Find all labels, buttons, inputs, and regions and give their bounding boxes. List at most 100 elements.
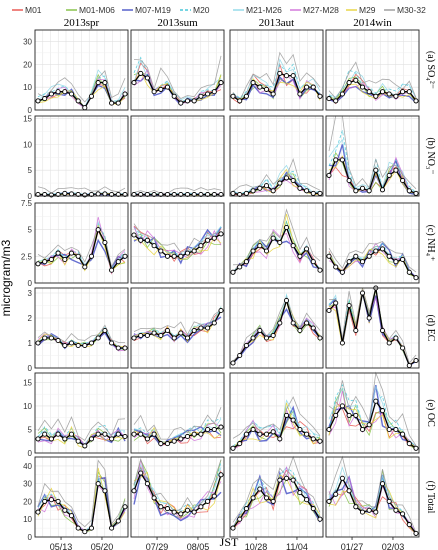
obs-point-r3-c3-13 [413,357,419,364]
sim-line-M29-r0-c3 [328,83,417,102]
obs-point-r5-c2-10 [297,490,303,496]
obs-point-r2-c0-6 [75,253,81,259]
obs-point-r5-c1-6 [171,509,177,515]
y-tick-r3: 2 [28,314,33,323]
obs-point-r3-c1-5 [164,327,171,334]
obs-point-r4-c1-5 [164,441,171,447]
obs-point-r1-c0-13 [122,191,128,198]
obs-point-r4-c0-10 [102,431,108,437]
obs-point-r0-c3-8 [379,89,386,95]
obs-point-r3-c0-5 [68,340,75,346]
y-tick-r3: 3 [28,289,33,298]
obs-point-r3-c1-1 [138,332,144,339]
obs-point-r3-c3-4 [353,327,359,334]
obs-point-r4-c0-13 [122,433,128,440]
obs-point-r2-c2-13 [317,267,323,273]
obs-point-r1-c1-6 [171,191,177,198]
y-tick-r3: 0 [28,364,33,373]
sim-line-M30-32-r4-c2 [232,396,321,439]
obs-point-r1-c3-1 [333,157,339,163]
obs-point-r0-c3-1 [333,98,339,104]
obs-point-r0-c0-5 [68,91,75,97]
x-tick-c2-1: 11/04 [286,542,308,550]
obs-point-r1-c2-2 [243,190,249,196]
obs-point-r4-c3-12 [406,441,412,447]
obs-point-r5-c1-11 [205,498,211,504]
obs-point-r1-c2-7 [277,180,283,186]
obs-point-r0-c3-10 [393,93,399,99]
obs-point-r1-c3-11 [400,177,406,184]
panel-r4-c0: 0 5 10 15 [23,372,129,458]
y-tick-r1: 0 [28,192,33,201]
obs-point-r0-c3-4 [353,77,359,83]
obs-point-r3-c3-0 [326,307,332,314]
obs-point-r2-c0-13 [122,253,128,259]
obs-point-r5-c3-10 [393,507,399,513]
obs-point-r0-c3-7 [373,93,379,99]
obs-point-r0-c1-11 [205,91,211,97]
obs-point-r4-c0-11 [109,436,115,442]
season-title-1: 2013sum [157,17,198,29]
obs-point-r1-c3-9 [386,172,392,178]
sim-line-M30-32-r4-c0 [37,416,126,441]
y-tick-r1: 5 [28,166,33,175]
obs-point-r5-c3-6 [366,507,372,513]
legend: M01 M01-M06 M07-M19 M20 M21-M26 M27-M28 M29 M30… [12,5,426,15]
obs-point-r1-c3-12 [406,188,412,194]
obs-point-r0-c1-0 [131,80,137,86]
obs-point-r2-c2-0 [230,269,236,275]
obs-point-r5-c1-12 [211,493,217,499]
obs-point-r1-c2-3 [250,188,256,194]
obs-point-r0-c2-1 [237,98,243,104]
obs-point-r5-c3-0 [326,498,332,504]
obs-point-r4-c0-0 [35,436,41,442]
y-tick-r3: 1 [28,339,33,348]
season-titles: 2013spr 2013sum 2013aut 2014win [64,17,392,29]
x-tick-c1-0: 07/29 [146,542,169,550]
obs-point-r2-c1-10 [198,243,204,249]
sim-line-M30-32-r5-c3 [328,455,417,533]
obs-point-r2-c3-3 [346,259,352,265]
obs-point-r3-c1-9 [191,327,197,334]
sim-line-M30-32-r2-c2 [232,208,321,266]
obs-point-r2-c3-0 [326,253,332,259]
obs-point-r3-c3-12 [406,362,412,369]
obs-point-r3-c2-9 [290,320,296,326]
sim-line-M07-M19-r4-c1 [133,425,222,447]
obs-point-r3-c3-8 [379,327,386,334]
obs-point-r1-c3-10 [393,167,399,173]
obs-point-r3-c3-5 [359,290,366,296]
obs-point-r2-c2-7 [277,239,283,246]
sim-line-M30-32-r1-c3 [328,115,417,190]
obs-point-r2-c1-13 [218,231,224,237]
obs-point-r0-c2-9 [290,73,296,79]
y-tick-r4: 5 [28,425,33,434]
obs-point-r4-c0-7 [82,443,88,449]
legend-label-5: M27-M28 [303,5,339,15]
obs-point-r0-c0-3 [55,89,61,95]
obs-point-r0-c3-9 [386,91,392,97]
obs-point-r5-c3-7 [373,509,379,515]
panel-r4-c2 [229,372,324,454]
obs-point-r4-c3-1 [333,412,339,418]
panel-r5-c0: 0 10 20 30 40 05/13 05/20 [23,456,129,550]
obs-point-r4-c3-8 [379,408,386,414]
obs-point-r4-c2-10 [297,426,303,433]
sim-line-M30-32-r0-c1 [133,55,222,99]
panel-r3-c0: 0 1 2 3 [28,287,129,373]
obs-point-r4-c1-6 [171,438,177,444]
sim-line-M30-32-r4-c1 [133,407,222,440]
obs-point-r4-c0-6 [75,438,81,444]
obs-point-r4-c3-6 [366,422,372,428]
x-tick-c2-0: 10/28 [245,542,268,550]
obs-point-r4-c1-0 [131,431,137,437]
obs-point-r2-c3-7 [373,248,379,254]
obs-point-r2-c1-11 [205,237,211,243]
obs-point-r1-c2-8 [283,175,290,181]
obs-point-r4-c3-9 [386,426,392,433]
obs-point-r2-c3-12 [406,269,412,275]
obs-point-r0-c1-2 [144,75,150,81]
y-tick-r5: 40 [23,462,32,471]
obs-point-r1-c2-9 [290,177,296,184]
obs-point-r3-c3-2 [339,340,345,346]
